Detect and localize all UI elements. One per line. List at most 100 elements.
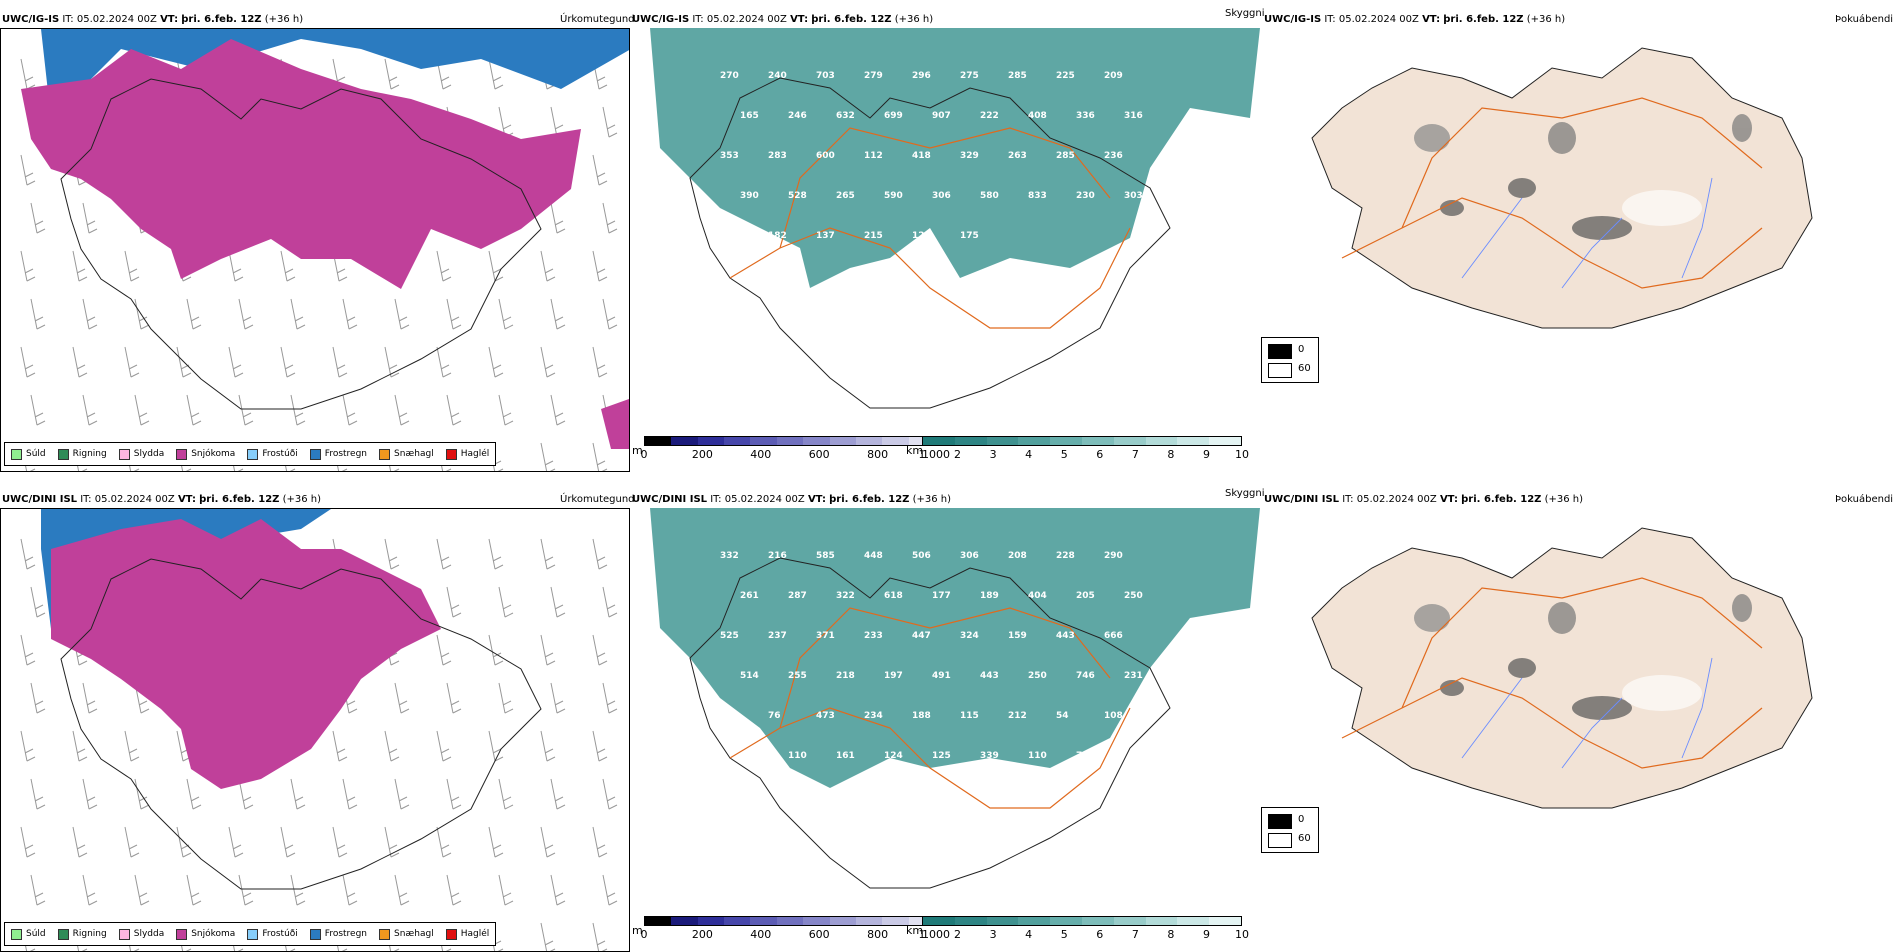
cloud-base-value: 115 [960,711,979,721]
cloud-base-value: 110 [1028,751,1047,761]
wind-barb [592,538,608,570]
cloud-base-value: 585 [816,551,835,561]
cloud-base-value: 600 [816,151,835,161]
precip-legend-item: Slydda [118,928,164,940]
precip-legend-label: Súld [26,929,46,939]
cloud-base-value: 907 [932,111,951,121]
precip-map [0,28,630,472]
colorbar-cell [671,437,698,445]
precip-legend-item: Súld [11,448,46,460]
colorbar-tick-label: 5 [1060,448,1068,461]
precip-legend-swatch [445,928,457,940]
cloud-base-value: 408 [1028,111,1047,121]
wind-barb [540,826,556,858]
colorbar-cell [724,437,751,445]
cloud-base-value: 270 [720,71,739,81]
colorbar-tick-label: 0 [640,448,648,461]
cloud-base-value: 231 [1124,671,1143,681]
wind-barb [20,154,36,186]
wind-barb [238,874,254,906]
colorbar-cell [724,917,751,925]
wind-barb [446,778,462,810]
wind-barb [20,730,36,762]
colorbar-tick-label: 8 [1167,928,1175,941]
vt-value: þri. 6.feb. 12Z [1443,14,1524,25]
cloud-base-value: 514 [740,671,759,681]
precip-legend-label: Haglél [460,929,490,939]
wind-barb [30,394,46,426]
precip-legend-swatch [379,928,391,940]
wind-barb [124,730,140,762]
wind-barb [540,730,556,762]
iceland-land [1311,47,1813,329]
wind-barb [72,826,88,858]
panel-fog: UWC/DINI ISL IT: 05.02.2024 00Z VT: þri.… [1261,492,1893,952]
cloud-base-value: 124 [884,751,903,761]
cloud-base-value: 222 [980,111,999,121]
vt-label: VT: [177,494,196,505]
wind-barb [550,874,566,906]
colorbar-tick-label: 200 [691,928,713,941]
cloud-base-value: 265 [836,191,855,201]
panel-title: Úrkomutegund [560,14,635,25]
it-value: 05.02.2024 00Z [1338,14,1419,25]
precip-legend-label: Slydda [133,449,165,459]
precip-legend: Súld Rigning Slydda Snjókoma Frostúði Frostre… [4,442,497,466]
wind-barb [592,922,608,951]
cloud-base-value: 387 [720,711,739,721]
wind-barb [540,250,556,282]
cloud-base-value: 703 [816,71,835,81]
wind-barb [20,538,36,570]
wind-barb [592,826,608,858]
cloudbase-colorbar: 0 200 400 600 800 1000 [641,916,950,946]
panel-title: Skyggni [1225,488,1265,499]
lead-time: (+36 h) [912,494,952,505]
cloud-base-labels: 332 216 585 448 506 306 208 228 290 261 287 322 618 1… [720,551,1143,761]
panel-title: Skyggni [1225,8,1265,19]
cloud-base-value: 746 [1076,671,1095,681]
colorbar-cell [1209,437,1241,445]
wind-barb [540,442,556,471]
colorbar-tick-label: 7 [1131,928,1139,941]
wind-barb [488,58,504,90]
precip-legend-label: Frostregn [324,449,368,459]
cloud-base-value: 261 [740,591,759,601]
cloud-base-value: 724 [1076,751,1095,761]
wind-barb [540,346,556,378]
precip-legend-swatch [309,928,321,940]
colorbar-tick-label: 4 [1025,448,1033,461]
colorbar-cell [645,917,672,925]
colorbar-cell [1145,437,1178,445]
colorbar-cell [1113,437,1146,445]
colorbar-cell [923,917,955,925]
model-name: UWC/DINI ISL [632,494,708,505]
colorbar-cell [882,917,909,925]
wind-barb [228,346,244,378]
wind-barb [342,394,358,426]
precip-legend-swatch [379,448,391,460]
precip-map-svg [20,509,618,951]
wind-barb [446,874,462,906]
iceland-outline [60,558,542,890]
wind-barb [602,202,618,234]
it-value: 05.02.2024 00Z [724,494,805,505]
it-label: IT: [62,14,74,25]
colorbar-cell [855,437,883,445]
vt-label: VT: [807,494,826,505]
it-label: IT: [710,494,722,505]
fog-shading [1414,114,1752,240]
visibility-unit: km [906,924,924,937]
precip-legend: Súld Rigning Slydda Snjókoma Frostúði Frostre… [4,922,497,946]
visibility-map-svg: 270 240 703 279 296 275 285 225 209 165 246 632 699 9… [650,28,1260,409]
cloud-base-value: 296 [912,71,931,81]
wind-barb [540,538,556,570]
colorbar-tick-label: 600 [808,448,830,461]
colorbar-cell [1018,917,1051,925]
cloud-base-value: 371 [816,631,835,641]
wind-barb [82,394,98,426]
cloud-base-value: 205 [1076,591,1095,601]
cloud-base-value: 404 [1028,591,1047,601]
wind-barb [124,826,140,858]
colorbar-tick-label: 9 [1202,928,1210,941]
colorbar-tick-label: 5 [1060,928,1068,941]
